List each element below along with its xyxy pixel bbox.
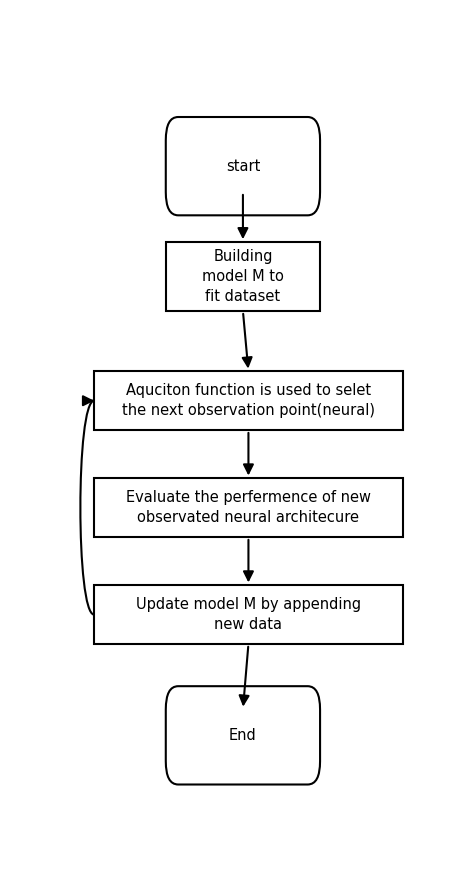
Text: start: start xyxy=(226,159,260,174)
FancyBboxPatch shape xyxy=(166,686,320,785)
FancyBboxPatch shape xyxy=(166,117,320,215)
Text: Update model M by appending
new data: Update model M by appending new data xyxy=(136,597,361,633)
FancyBboxPatch shape xyxy=(94,372,403,430)
FancyBboxPatch shape xyxy=(94,478,403,537)
Text: Aquciton function is used to selet
the next observation point(neural): Aquciton function is used to selet the n… xyxy=(122,383,375,418)
FancyBboxPatch shape xyxy=(94,585,403,644)
Text: Evaluate the perfermence of new
observated neural architecure: Evaluate the perfermence of new observat… xyxy=(126,490,371,525)
Text: End: End xyxy=(229,728,257,743)
FancyBboxPatch shape xyxy=(166,242,320,311)
Text: Building
model M to
fit dataset: Building model M to fit dataset xyxy=(202,249,284,305)
